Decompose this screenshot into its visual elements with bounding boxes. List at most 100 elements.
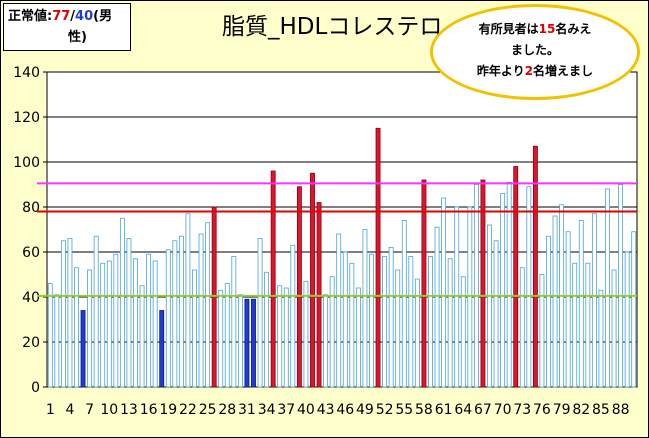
bar	[303, 280, 309, 388]
bar	[355, 287, 361, 388]
bar	[519, 267, 525, 388]
y-tick-label: 80	[22, 200, 40, 216]
x-tick-label: 61	[435, 402, 453, 418]
bar	[119, 217, 125, 388]
bar	[546, 235, 551, 388]
bar	[434, 226, 440, 388]
bar	[395, 269, 401, 388]
bar	[506, 181, 512, 388]
x-tick-label: 55	[395, 402, 413, 418]
bar	[369, 253, 374, 388]
x-tick-label: 70	[494, 402, 512, 418]
bar	[224, 283, 230, 388]
bar	[296, 186, 302, 388]
x-tick-label: 1	[46, 402, 55, 418]
bar	[237, 294, 243, 388]
x-tick-label: 34	[258, 402, 276, 418]
x-tick-label: 52	[376, 402, 394, 418]
x-tick-label: 40	[297, 402, 315, 418]
bar	[244, 298, 250, 388]
x-tick-label: 7	[85, 402, 94, 418]
bar	[264, 271, 270, 388]
bar	[126, 238, 132, 388]
bar	[618, 184, 624, 388]
callout-line-3: 昨年より2名増えまし	[433, 61, 637, 82]
bar	[342, 251, 348, 388]
bar	[93, 235, 99, 388]
bar	[192, 269, 197, 388]
x-tick-label: 64	[454, 402, 472, 418]
bar	[185, 213, 191, 388]
bar	[598, 289, 604, 388]
y-tick-label: 40	[22, 290, 40, 306]
x-tick-label: 16	[140, 402, 158, 418]
bar	[624, 251, 630, 388]
bar	[565, 231, 571, 388]
x-tick-label: 10	[100, 402, 118, 418]
bar	[336, 233, 342, 388]
bar	[329, 276, 335, 388]
bar	[414, 278, 420, 388]
bar	[408, 256, 414, 388]
plot-area	[46, 71, 638, 388]
y-tick-label: 120	[13, 110, 40, 126]
y-tick-label: 20	[22, 335, 40, 351]
bar	[513, 166, 519, 388]
bar	[211, 206, 217, 388]
x-tick-label: 58	[415, 402, 433, 418]
bar	[198, 233, 204, 388]
bar	[231, 256, 237, 388]
x-tick-label: 67	[474, 402, 492, 418]
callout-line-2: ました。	[510, 43, 559, 57]
bar	[480, 179, 486, 388]
normal-value-label: 正常値:	[8, 9, 53, 24]
callout-line1-post: 名みえ	[555, 22, 592, 36]
bar	[349, 262, 355, 388]
y-tick-label: 60	[22, 245, 40, 261]
bar	[106, 260, 112, 388]
bar	[487, 224, 492, 388]
bar	[290, 244, 296, 388]
bar	[401, 220, 407, 388]
chart-title: 脂質_HDLコレステロ	[222, 14, 443, 40]
bar	[572, 262, 578, 388]
bar	[133, 258, 138, 388]
bar	[139, 285, 145, 388]
bar	[493, 240, 499, 388]
x-tick-label: 76	[533, 402, 551, 418]
normal-value-male: 40	[75, 9, 94, 24]
x-tick-label: 85	[592, 402, 610, 418]
bar	[178, 235, 184, 388]
bar	[591, 213, 597, 388]
x-tick-label: 82	[572, 402, 590, 418]
bar	[54, 294, 60, 388]
callout-bubble: 有所見者は15名みえ ました。 昨年より2名増えまし	[430, 4, 640, 100]
bar	[460, 276, 466, 388]
x-tick-label: 13	[120, 402, 138, 418]
bar	[257, 238, 263, 388]
normal-value-box: 正常値:77/40(男 性)	[3, 3, 131, 51]
bar	[172, 240, 178, 388]
bar	[277, 285, 283, 388]
bar	[362, 229, 368, 388]
callout-line3-post: 名増えまし	[533, 64, 594, 78]
callout-line1-num: 15	[538, 22, 556, 36]
bar	[539, 274, 545, 388]
bar	[421, 179, 427, 388]
x-tick-label: 37	[277, 402, 295, 418]
bar	[60, 240, 66, 388]
y-tick-label: 100	[13, 155, 40, 171]
bar	[87, 269, 93, 388]
x-tick-label: 49	[356, 402, 374, 418]
bar	[146, 253, 152, 388]
bar	[552, 215, 558, 388]
normal-value-suffix: (男	[93, 9, 113, 24]
bar	[316, 202, 322, 388]
bar	[323, 294, 329, 388]
callout-line3-num: 2	[524, 64, 534, 78]
x-tick-label: 22	[179, 402, 197, 418]
bar	[310, 172, 315, 388]
bar	[605, 188, 610, 388]
normal-value-female: 77	[52, 9, 71, 24]
